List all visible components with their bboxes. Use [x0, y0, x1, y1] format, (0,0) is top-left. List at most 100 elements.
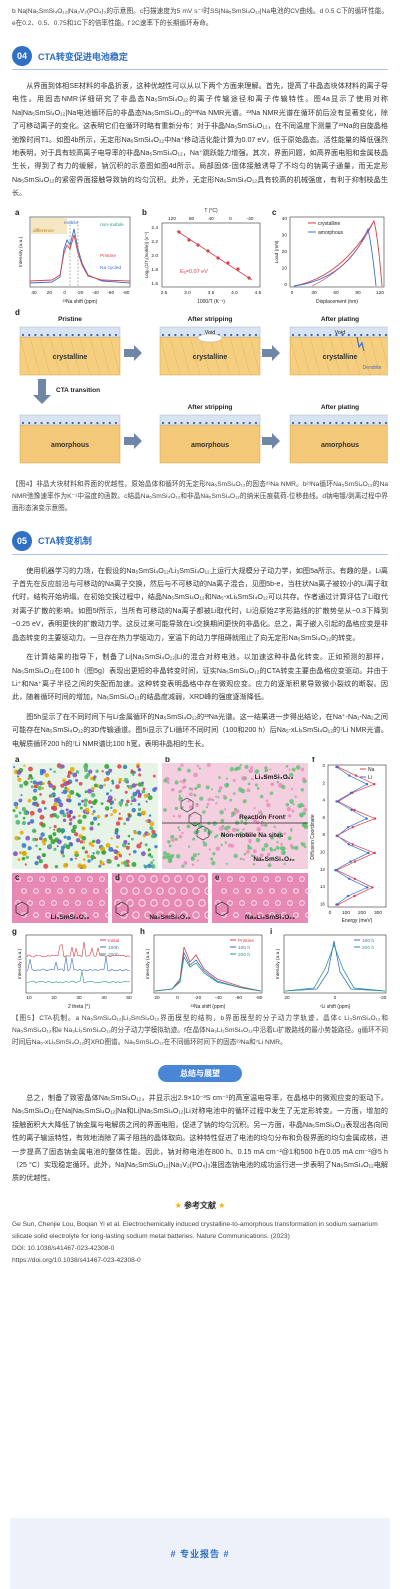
atom — [33, 784, 38, 789]
atom — [265, 799, 269, 803]
atom — [291, 809, 295, 813]
atom — [276, 780, 280, 784]
paragraph: 在计算结果的指导下，制备了Li|Na₅SmSi₄O₁₂|Li的混合对称电池，以加… — [12, 653, 388, 702]
atom — [190, 856, 195, 861]
atom — [235, 809, 240, 814]
site — [39, 900, 45, 906]
atom — [115, 821, 121, 826]
atom — [131, 799, 134, 803]
atom — [60, 783, 65, 788]
atom — [166, 856, 170, 860]
atom — [191, 863, 195, 866]
tick-label: 4.5 — [255, 290, 262, 296]
atom — [39, 793, 42, 796]
atom — [59, 809, 65, 815]
curve — [335, 766, 376, 905]
atom — [38, 836, 43, 841]
atom — [87, 859, 91, 863]
atom — [52, 805, 58, 811]
atom — [98, 864, 102, 868]
atom — [66, 781, 71, 786]
atom — [110, 837, 113, 840]
atom — [82, 858, 86, 861]
ion — [199, 421, 202, 424]
atom — [227, 830, 230, 833]
atom — [17, 836, 21, 840]
ion — [211, 421, 214, 424]
void — [197, 333, 223, 342]
atom — [212, 852, 216, 856]
atom — [38, 780, 44, 786]
arrow — [124, 432, 142, 449]
site — [156, 911, 164, 919]
point — [177, 230, 181, 234]
atom — [136, 843, 142, 849]
tick-label: 0 — [229, 216, 232, 222]
atom — [118, 800, 123, 806]
atom — [105, 814, 109, 817]
arrow — [262, 344, 280, 361]
site — [81, 912, 87, 918]
atom — [171, 788, 175, 792]
site — [63, 876, 69, 882]
atom — [290, 829, 293, 832]
panel-label: a — [15, 757, 20, 764]
atom — [29, 819, 35, 824]
atom — [147, 792, 151, 796]
label: Void — [205, 330, 216, 336]
atom — [286, 776, 290, 780]
atom — [63, 835, 67, 839]
atom — [174, 837, 178, 841]
atom — [250, 854, 254, 857]
atom — [149, 821, 155, 827]
ion — [65, 333, 68, 336]
tick-label: 3.5 — [208, 290, 215, 296]
point — [206, 249, 210, 253]
atom — [244, 764, 249, 769]
label: Pristine — [58, 316, 82, 323]
atom — [91, 786, 95, 791]
hexagon — [188, 811, 202, 827]
atom — [13, 801, 19, 807]
atom — [259, 794, 264, 799]
label: Na₅SmSi₄O₁₂ — [253, 856, 294, 863]
atom — [115, 834, 121, 839]
atom — [231, 811, 235, 816]
atom — [114, 830, 119, 835]
plot-frame — [289, 216, 385, 287]
curve — [179, 336, 191, 375]
atom — [205, 785, 210, 790]
atom — [41, 852, 46, 858]
atom — [240, 819, 244, 823]
atom — [251, 777, 254, 781]
curve — [309, 336, 321, 375]
point — [236, 267, 240, 271]
atom — [280, 842, 283, 846]
ion — [180, 421, 183, 424]
atom — [231, 827, 237, 833]
curve — [189, 336, 201, 375]
panel-label: d — [115, 873, 120, 882]
atom — [84, 850, 89, 854]
curve — [349, 336, 361, 375]
atom — [81, 846, 86, 850]
site — [269, 888, 275, 894]
atom — [48, 780, 51, 783]
atom — [115, 784, 120, 790]
atom — [145, 819, 149, 823]
atom — [125, 845, 130, 850]
site — [221, 912, 227, 918]
atom — [107, 795, 113, 801]
atom — [301, 777, 306, 781]
ion — [329, 421, 332, 424]
atom — [152, 859, 155, 862]
ion — [186, 421, 189, 424]
atom — [150, 864, 156, 869]
ion — [168, 421, 171, 424]
atom — [207, 821, 211, 826]
ion — [46, 333, 49, 336]
atom — [193, 772, 198, 778]
ion — [236, 333, 239, 336]
ion — [102, 333, 105, 336]
atom — [233, 853, 238, 859]
